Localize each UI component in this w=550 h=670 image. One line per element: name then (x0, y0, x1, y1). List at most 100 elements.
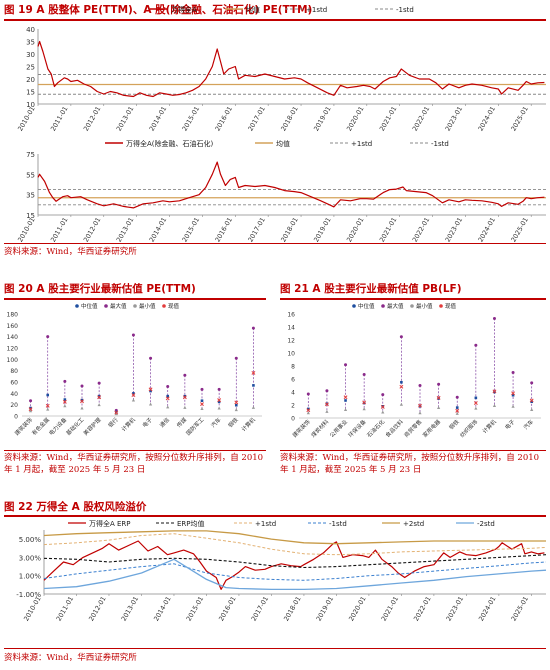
legend-label-1: 均值 (246, 5, 260, 14)
legend-label-1: ERP均值 (177, 519, 205, 528)
category-label: 传媒 (175, 415, 189, 429)
min-marker (234, 408, 238, 412)
median-marker (46, 393, 50, 397)
x-tick-label: 2013-01 (115, 105, 136, 133)
fig19-title: 图 19 A 股整体 PE(TTM)、A 股(除金融、石油石化) PE(TTM) (4, 4, 313, 16)
median-marker (252, 384, 255, 387)
x-tick-label: 2012-01 (87, 595, 108, 623)
series-line-0 (43, 540, 545, 591)
max-marker (418, 384, 422, 387)
current-marker (436, 395, 441, 400)
max-marker (381, 393, 385, 397)
chart-erp: -1.00% 1.00% 3.00% 5.00% 2010-01 2011-01 2012-… (16, 519, 547, 623)
median-marker (63, 398, 67, 401)
y-tick-label: 55 (26, 171, 35, 179)
current-marker (492, 389, 497, 394)
x-tick-label: 2010-01 (16, 216, 37, 244)
x-tick-label: 2013-01 (115, 216, 136, 244)
x-tick-label: 2024-01 (477, 216, 498, 244)
category-label: 纺织服饰 (458, 417, 480, 439)
x-tick-label: 2017-01 (246, 216, 267, 244)
min-marker (97, 403, 101, 407)
x-tick-label: 2018-01 (282, 595, 303, 623)
current-marker (343, 395, 348, 400)
min-marker (80, 406, 84, 410)
max-marker (217, 387, 221, 391)
x-tick-label: 2015-01 (185, 595, 206, 623)
x-tick-label: 2022-01 (412, 595, 433, 623)
min-marker (166, 405, 170, 409)
current-marker (399, 384, 404, 389)
legend-label-2: +1std (255, 520, 276, 528)
max-marker (511, 371, 515, 374)
current-marker (148, 387, 153, 392)
x-tick-label: 2022-01 (411, 216, 432, 244)
legend-marker-1 (381, 304, 385, 308)
max-marker (325, 389, 329, 393)
median-marker (80, 398, 84, 402)
y-tick-label: 16 (287, 312, 295, 319)
x-tick-label: 2018-01 (279, 105, 300, 133)
current-marker (324, 402, 329, 407)
category-label: 公用事业 (328, 417, 350, 439)
max-marker (437, 382, 441, 386)
legend-label-1: 最大值 (387, 302, 404, 310)
current-marker (28, 407, 33, 412)
min-marker (418, 411, 422, 415)
x-tick-label: 2017-01 (246, 105, 267, 133)
fig20-title: 图 20 A 股主要行业最新估值 PE(TTM) (4, 283, 196, 295)
legend-label-0: 中位值 (358, 302, 375, 310)
fig22-bottom-rule (4, 648, 546, 649)
chart-industry-pb: 0246810121416建筑装饰煤炭材料公用事业环保设备石油石化食品饮料商贸零… (287, 302, 541, 439)
y-tick-label: 35 (26, 192, 35, 200)
min-marker (455, 411, 459, 415)
series-line-1 (43, 554, 547, 569)
max-marker (455, 395, 459, 399)
series-line-4 (43, 530, 546, 545)
current-marker (380, 404, 385, 409)
legend-marker-1 (104, 304, 108, 308)
category-label: 家用电器 (421, 417, 443, 439)
x-tick-label: 2020-01 (345, 105, 366, 133)
x-tick-label: 2010-01 (22, 595, 43, 623)
y-tick-label: 80 (10, 368, 18, 375)
y-tick-label: 0 (14, 414, 18, 421)
median-marker (307, 407, 310, 411)
min-marker (217, 406, 221, 410)
max-marker (474, 343, 478, 347)
category-label: 美容护理 (81, 415, 103, 437)
y-tick-label: 120 (7, 346, 19, 353)
median-marker (455, 406, 459, 409)
current-marker (234, 400, 239, 405)
median-marker (530, 400, 533, 404)
max-marker (492, 317, 496, 321)
y-tick-label: 1.00% (19, 573, 42, 581)
y-tick-label: 8 (291, 364, 295, 371)
legend-marker-0 (352, 304, 356, 308)
current-marker (455, 408, 460, 413)
min-marker (474, 406, 478, 410)
category-label: 环保设备 (346, 417, 368, 439)
fig20-source: 资料来源：Wind，华西证券研究所，按照分位数升序排列，自 2010 年 1 月… (4, 453, 264, 475)
x-tick-label: 2020-01 (345, 216, 366, 244)
x-tick-label: 2023-01 (444, 216, 465, 244)
median-marker (149, 389, 152, 393)
fig21-bottom-rule (280, 450, 546, 451)
legend-marker-2 (410, 304, 414, 308)
fig22-title: 图 22 万得全 A 股权风险溢价 (4, 501, 147, 513)
fig22-title-rule (4, 515, 546, 517)
legend-label-4: +2std (403, 520, 424, 528)
max-marker (29, 399, 33, 403)
max-marker (131, 333, 135, 337)
y-tick-label: 20 (10, 402, 18, 409)
category-label: 电子 (141, 415, 155, 429)
y-tick-label: 160 (7, 323, 19, 330)
median-marker (217, 400, 221, 404)
legend-label-1: 最大值 (110, 302, 127, 310)
current-marker (306, 408, 311, 413)
x-tick-label: 2021-01 (378, 216, 399, 244)
max-marker (149, 356, 153, 360)
y-tick-label: 75 (26, 151, 35, 159)
fig20-title-rule (4, 298, 266, 300)
legend-label-2: +1std (351, 140, 372, 148)
